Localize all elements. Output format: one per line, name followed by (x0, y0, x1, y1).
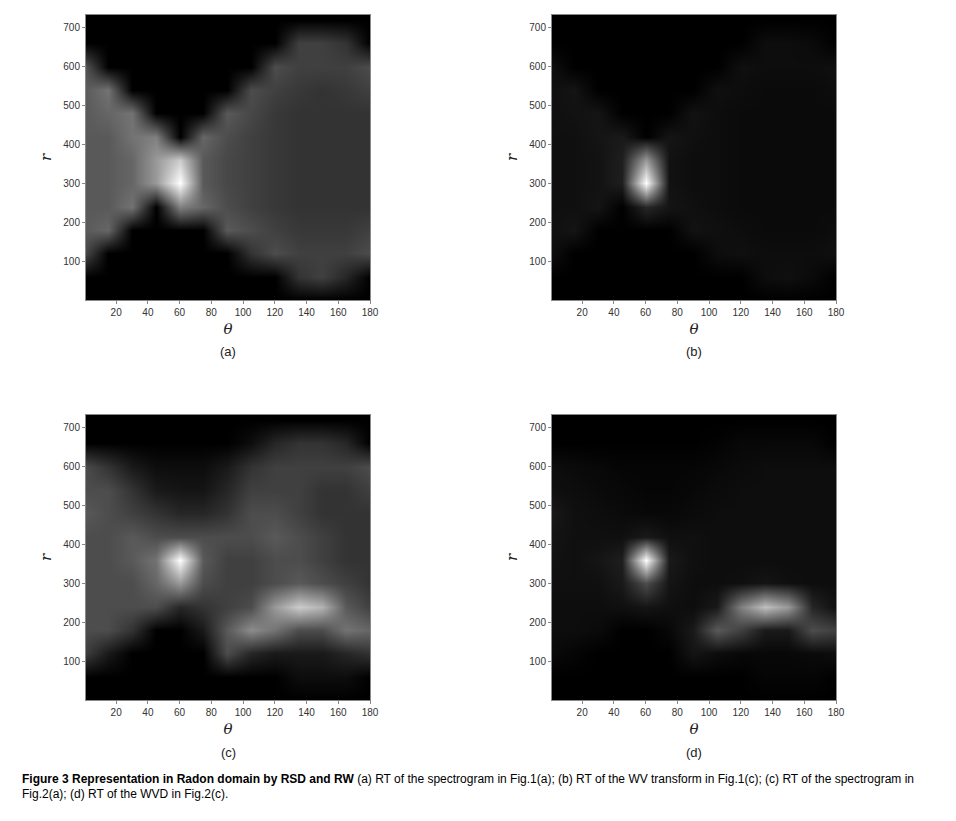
svg-text:200: 200 (63, 617, 80, 628)
svg-text:20: 20 (111, 707, 123, 718)
svg-text:160: 160 (796, 307, 813, 318)
svg-text:80: 80 (672, 307, 684, 318)
svg-text:200: 200 (529, 217, 546, 228)
svg-text:θ: θ (223, 320, 232, 338)
svg-text:(d): (d) (686, 745, 702, 760)
svg-text:160: 160 (330, 707, 347, 718)
svg-text:180: 180 (828, 707, 845, 718)
svg-text:400: 400 (529, 539, 546, 550)
svg-text:20: 20 (111, 307, 123, 318)
svg-text:180: 180 (828, 307, 845, 318)
svg-text:120: 120 (266, 707, 283, 718)
svg-text:120: 120 (266, 307, 283, 318)
svg-text:60: 60 (640, 707, 652, 718)
svg-text:100: 100 (235, 307, 252, 318)
svg-text:300: 300 (63, 578, 80, 589)
svg-text:60: 60 (640, 307, 652, 318)
svg-text:160: 160 (796, 707, 813, 718)
svg-text:700: 700 (63, 22, 80, 33)
svg-text:300: 300 (63, 178, 80, 189)
svg-text:r: r (37, 553, 55, 561)
svg-text:(c): (c) (221, 745, 236, 760)
svg-text:80: 80 (206, 707, 218, 718)
svg-text:100: 100 (701, 707, 718, 718)
svg-text:θ: θ (223, 720, 232, 738)
svg-text:40: 40 (608, 707, 620, 718)
svg-text:120: 120 (732, 307, 749, 318)
svg-text:300: 300 (529, 178, 546, 189)
svg-text:θ: θ (689, 720, 698, 738)
svg-text:500: 500 (529, 500, 546, 511)
svg-text:20: 20 (577, 707, 589, 718)
svg-text:60: 60 (174, 307, 186, 318)
svg-text:40: 40 (608, 307, 620, 318)
svg-text:140: 140 (764, 707, 781, 718)
svg-text:300: 300 (529, 578, 546, 589)
svg-text:100: 100 (701, 307, 718, 318)
svg-text:100: 100 (235, 707, 252, 718)
svg-text:500: 500 (529, 100, 546, 111)
svg-text:120: 120 (732, 707, 749, 718)
svg-text:20: 20 (577, 307, 589, 318)
svg-text:100: 100 (529, 256, 546, 267)
svg-text:140: 140 (764, 307, 781, 318)
svg-text:60: 60 (174, 707, 186, 718)
svg-text:700: 700 (63, 422, 80, 433)
svg-text:(a): (a) (220, 344, 236, 359)
svg-text:500: 500 (63, 100, 80, 111)
svg-text:500: 500 (63, 500, 80, 511)
svg-text:600: 600 (529, 461, 546, 472)
svg-text:40: 40 (142, 307, 154, 318)
svg-text:100: 100 (63, 656, 80, 667)
svg-text:600: 600 (529, 61, 546, 72)
svg-text:r: r (503, 553, 521, 561)
svg-text:400: 400 (529, 139, 546, 150)
svg-text:140: 140 (298, 307, 315, 318)
svg-text:600: 600 (63, 61, 80, 72)
html-text:Figure 3 Representation in Rad: Figure 3 Representation in Radon domain … (22, 772, 914, 801)
svg-text:40: 40 (142, 707, 154, 718)
svg-text:200: 200 (529, 617, 546, 628)
svg-text:100: 100 (63, 256, 80, 267)
svg-text:80: 80 (206, 307, 218, 318)
svg-text:600: 600 (63, 461, 80, 472)
svg-text:(b): (b) (686, 344, 702, 359)
svg-text:100: 100 (529, 656, 546, 667)
svg-text:700: 700 (529, 422, 546, 433)
svg-text:400: 400 (63, 539, 80, 550)
svg-text:700: 700 (529, 22, 546, 33)
svg-text:400: 400 (63, 139, 80, 150)
svg-text:140: 140 (298, 707, 315, 718)
svg-text:r: r (503, 153, 521, 161)
svg-text:180: 180 (362, 307, 379, 318)
svg-text:160: 160 (330, 307, 347, 318)
svg-text:200: 200 (63, 217, 80, 228)
svg-text:r: r (37, 153, 55, 161)
svg-text:80: 80 (672, 707, 684, 718)
svg-text:θ: θ (689, 320, 698, 338)
svg-text:180: 180 (362, 707, 379, 718)
